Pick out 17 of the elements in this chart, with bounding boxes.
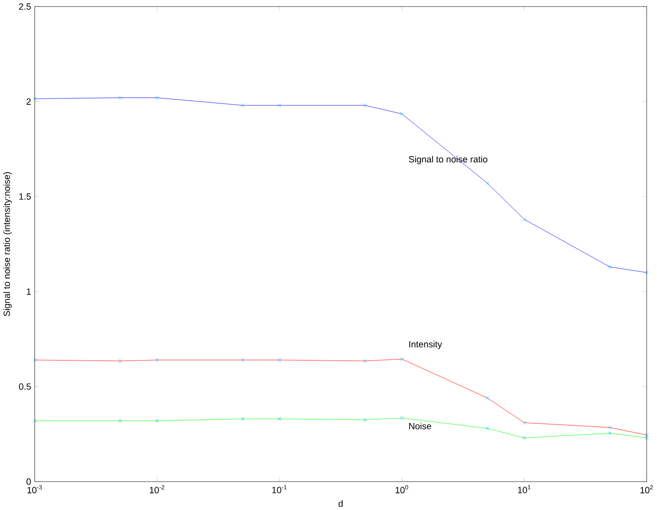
x-tick-label: 10$^{1}$ xyxy=(518,485,530,494)
x-tick-label: 10$^{2}$ xyxy=(640,485,653,494)
y-tick-label: 1 xyxy=(26,288,31,295)
y-tick-label: 0 xyxy=(26,478,31,485)
y-tick-label: 2 xyxy=(26,98,31,105)
series-label: Signal to noise ratio xyxy=(408,156,488,164)
y-axis-title: Signal to noise ratio (intensity:noise) xyxy=(3,172,12,316)
x-tick-label: 10$^{-2}$ xyxy=(150,485,164,494)
y-tick-label: 1.5 xyxy=(19,193,31,200)
y-tick-label: 2.5 xyxy=(19,3,31,10)
x-axis-title: d xyxy=(338,500,343,507)
x-tick-label: 10$^{-1}$ xyxy=(272,485,287,494)
x-tick-label: 10$^{-3}$ xyxy=(27,485,42,494)
x-tick-label: 10$^{0}$ xyxy=(396,485,408,494)
series-label: Noise xyxy=(409,422,432,430)
series-label: Intensity xyxy=(409,340,442,350)
y-tick-label: 0.5 xyxy=(18,383,31,390)
